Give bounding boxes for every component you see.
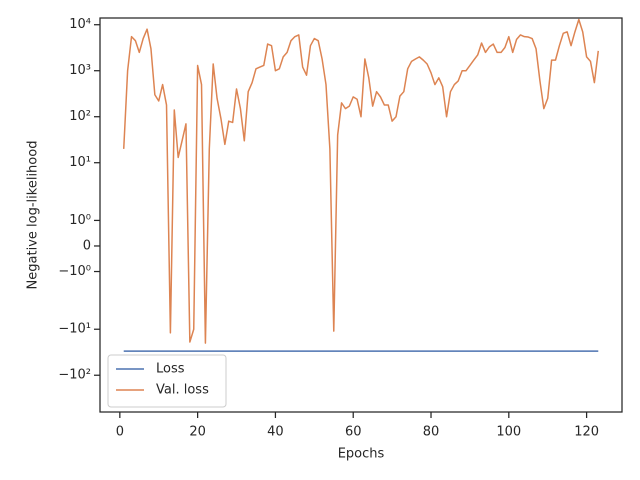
x-tick-label: 0 — [116, 425, 124, 440]
y-tick-label: −10² — [58, 368, 91, 383]
legend-box — [107, 354, 227, 408]
axes-frame — [99, 17, 623, 413]
x-tick-label: 120 — [574, 425, 599, 440]
y-tick-label: −10¹ — [58, 322, 91, 337]
series-line — [122, 18, 600, 344]
y-tick-label: −10⁰ — [58, 264, 91, 279]
legend-label: Val. loss — [156, 383, 209, 398]
x-tick-label: 80 — [423, 425, 440, 440]
x-tick-label: 100 — [496, 425, 521, 440]
y-tick-label: 10¹ — [69, 155, 91, 170]
y-axis-label: Negative log-likelihood — [26, 141, 41, 290]
y-tick-label: 10⁴ — [69, 17, 91, 32]
x-tick-label: 60 — [345, 425, 362, 440]
x-tick-label: 20 — [189, 425, 206, 440]
y-tick-label: 10² — [69, 109, 91, 124]
y-tick-label: 10⁰ — [69, 213, 91, 228]
y-tick-label: 0 — [83, 238, 91, 253]
legend-label: Loss — [156, 362, 185, 377]
y-tick-label: 10³ — [69, 63, 91, 78]
x-tick-label: 40 — [267, 425, 284, 440]
x-axis-label: Epochs — [338, 447, 385, 462]
